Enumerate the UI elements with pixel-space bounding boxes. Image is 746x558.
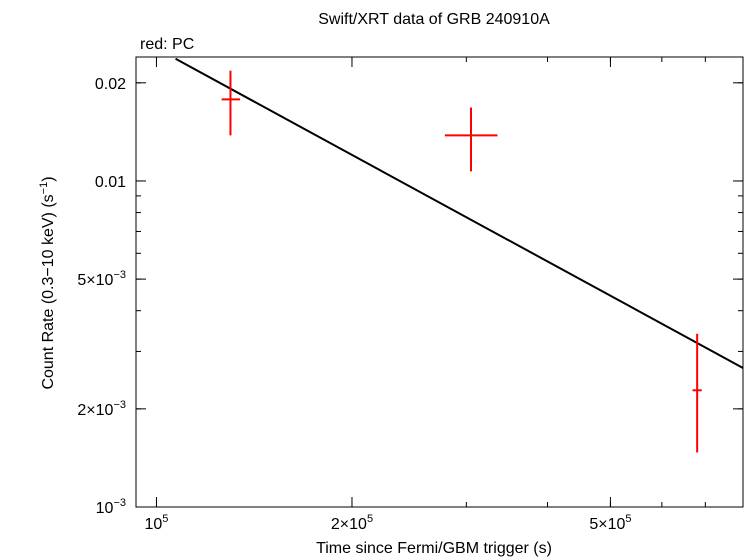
y-tick-label: 0.01 (95, 174, 126, 191)
y-tick-label: 0.02 (95, 76, 126, 93)
y-axis-label-text: Count Rate (0.3−10 keV) (s (40, 194, 57, 389)
y-tick-label: 2×10−3 (77, 399, 126, 419)
data-series (175, 57, 744, 453)
x-tick-label: 105 (145, 513, 169, 533)
chart-subtitle: red: PC (140, 36, 194, 53)
x-tick-label: 5×105 (589, 513, 631, 533)
y-axis-label-close: ) (40, 176, 57, 181)
axis-ticks: 105 2×105 5×105 10−3 2×10−3 5×10−3 0.01 0.02 (77, 57, 744, 533)
y-tick-label: 10−3 (96, 497, 126, 517)
y-axis-label: Count Rate (0.3−10 keV) (s−1) (38, 176, 57, 389)
y-axis-label-sup: −1 (38, 182, 50, 195)
model-line (175, 57, 744, 369)
x-tick-label: 2×105 (331, 513, 373, 533)
plot-frame (135, 56, 744, 508)
chart-title: Swift/XRT data of GRB 240910A (318, 11, 550, 28)
y-tick-label: 5×10−3 (77, 269, 126, 289)
x-axis-label: Time since Fermi/GBM trigger (s) (316, 540, 552, 557)
